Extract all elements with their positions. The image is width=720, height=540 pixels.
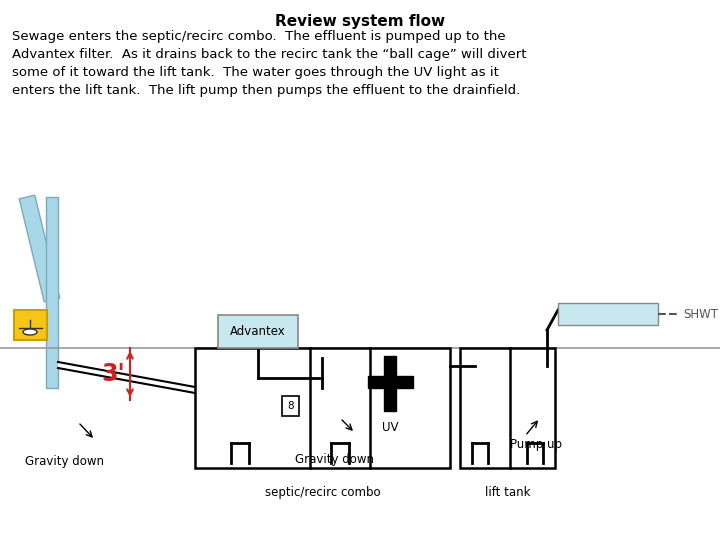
Text: septic/recirc combo: septic/recirc combo — [265, 486, 380, 499]
Text: 3': 3' — [101, 362, 125, 386]
Text: enters the lift tank.  The lift pump then pumps the effluent to the drainfield.: enters the lift tank. The lift pump then… — [12, 84, 521, 97]
Text: 8: 8 — [287, 401, 294, 411]
Text: Sewage enters the septic/recirc combo.  The effluent is pumped up to the: Sewage enters the septic/recirc combo. T… — [12, 30, 505, 43]
Text: some of it toward the lift tank.  The water goes through the UV light as it: some of it toward the lift tank. The wat… — [12, 66, 499, 79]
Text: Advantex filter.  As it drains back to the recirc tank the “ball cage” will dive: Advantex filter. As it drains back to th… — [12, 48, 526, 61]
Polygon shape — [58, 362, 195, 393]
Text: SHWT: SHWT — [683, 307, 718, 321]
Bar — [195, 348, 450, 468]
Bar — [368, 376, 413, 388]
Text: Advantex: Advantex — [230, 325, 286, 338]
Bar — [558, 303, 658, 325]
Text: Pump up: Pump up — [510, 438, 562, 451]
Bar — [46, 197, 58, 388]
Polygon shape — [19, 195, 60, 302]
Bar — [218, 315, 298, 348]
Text: Gravity down: Gravity down — [25, 455, 104, 468]
Bar — [14, 310, 47, 340]
Bar — [460, 348, 555, 468]
Text: UV: UV — [382, 421, 398, 434]
Text: Gravity down: Gravity down — [295, 453, 374, 466]
Bar — [282, 396, 299, 416]
Text: lift tank: lift tank — [485, 486, 530, 499]
Bar — [384, 356, 396, 411]
Ellipse shape — [23, 329, 37, 335]
Text: Review system flow: Review system flow — [275, 14, 445, 29]
